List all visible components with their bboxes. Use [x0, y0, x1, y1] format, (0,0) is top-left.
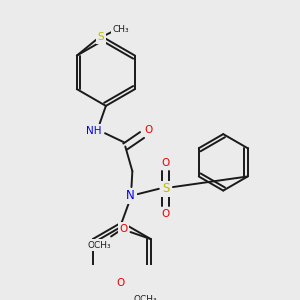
- Text: OCH₃: OCH₃: [134, 296, 158, 300]
- Text: N: N: [126, 189, 135, 203]
- Text: CH₃: CH₃: [113, 26, 129, 34]
- Text: OCH₃: OCH₃: [88, 241, 111, 250]
- Text: O: O: [162, 209, 170, 219]
- Text: S: S: [162, 182, 169, 195]
- Text: S: S: [98, 32, 104, 42]
- Text: NH: NH: [86, 126, 101, 136]
- Text: O: O: [119, 224, 128, 233]
- Text: O: O: [116, 278, 124, 288]
- Text: O: O: [144, 125, 152, 135]
- Text: O: O: [162, 158, 170, 168]
